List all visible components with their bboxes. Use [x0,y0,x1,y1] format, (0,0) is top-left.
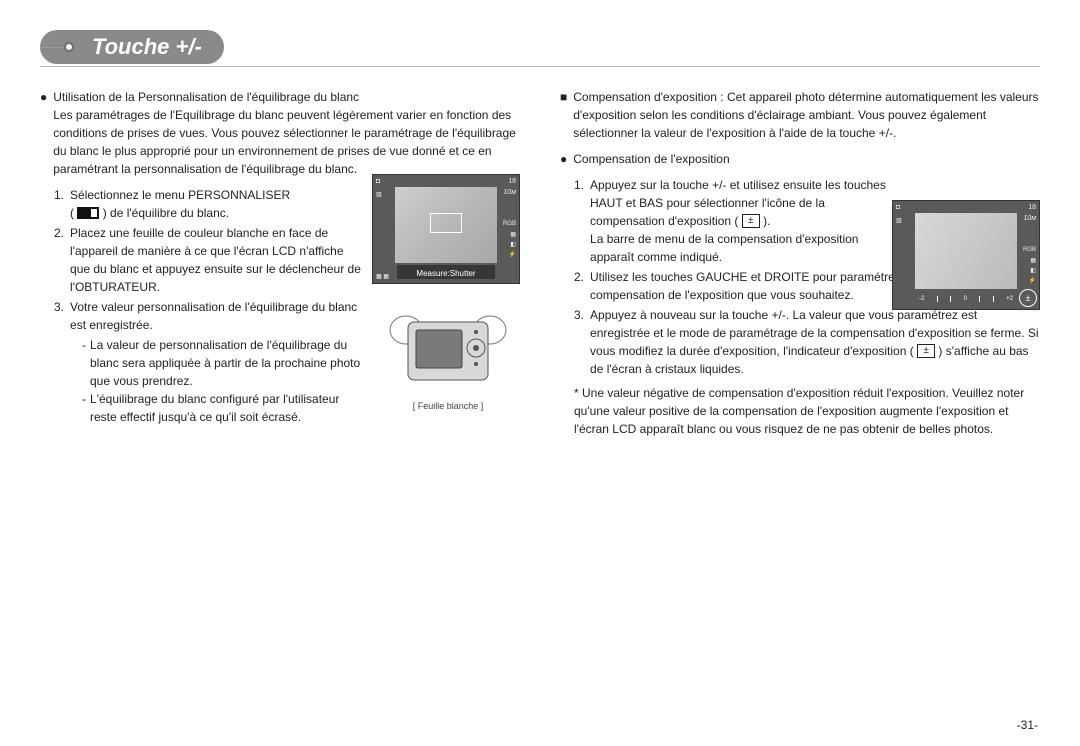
step-number: 2. [54,224,64,296]
exposure-comp-selected-icon: ± [1019,289,1037,307]
step-number: 1. [54,186,64,222]
right-sub-heading: Compensation de l'exposition [573,150,729,168]
iso-icon: ▦ [510,231,516,238]
bullet-icon: ● [40,88,47,178]
dash-icon: - [82,336,86,390]
shots-remaining: 18 [1028,204,1036,211]
right-note: * Une valeur négative de compensation d'… [574,384,1040,438]
battery-icon: ▥ [896,217,902,224]
right-step1: Appuyez sur la touche +/- et utilisez en… [590,176,890,266]
step-number: 3. [574,306,584,378]
left-intro-heading: Utilisation de la Personnalisation de l'… [53,90,359,104]
right-intro-heading: Compensation d'exposition : [573,90,723,104]
title-rule [40,66,1040,67]
title-pill: Touche +/- [40,30,224,64]
right-sub-heading-row: ● Compensation de l'exposition [560,150,1040,168]
camera-illustration-icon [388,308,508,398]
flash-icon: ⚡ [1029,277,1036,284]
camera-mode-icon: ◘ [376,178,380,185]
step-number: 2. [574,268,584,304]
wb-icon: ◧ [1030,267,1036,274]
battery-icon: ▥ [376,191,382,198]
custom-wb-icon [77,207,99,219]
exposure-comp-icon: ± [917,344,935,358]
left-column: ● Utilisation de la Personnalisation de … [40,88,520,446]
left-dash1: La valeur de personnalisation de l'équil… [90,336,364,390]
right-step3: Appuyez à nouveau sur la touche +/-. La … [590,306,1040,378]
dash-icon: - [82,390,86,426]
left-step2: Placez une feuille de couleur blanche en… [70,224,364,296]
page-title-bar: Touche +/- [40,30,1040,70]
lcd-screenshot-wb: ◘ ▥ 18 10м RGB ▦ ◧ ⚡ ▩ ▦ Measure:Shutter [372,174,520,284]
left-step3: Votre valeur personnalisation de l'équil… [70,298,364,334]
title-dot-icon [64,42,74,52]
lcd-bottom-label: Measure:Shutter [373,269,519,278]
right-column: ■ Compensation d'exposition : Cet appare… [560,88,1040,446]
wb-icon: ◧ [510,241,516,248]
left-step1: Sélectionnez le menu PERSONNALISER ( ) d… [70,186,290,222]
exposure-comp-icon: ± [742,214,760,228]
bullet-icon: ● [560,150,567,168]
diagram-caption: [ Feuille blanche ] [388,401,508,411]
step-number: 1. [574,176,584,266]
right-intro: ■ Compensation d'exposition : Cet appare… [560,88,1040,142]
rgb-indicator: RGB [1023,247,1036,253]
left-dash2: L'équilibrage du blanc configuré par l'u… [90,390,364,426]
iso-icon: ▦ [1030,257,1036,264]
camera-mode-icon: ◘ [896,204,900,211]
rgb-indicator: RGB [503,221,516,227]
exposure-scale: -2 0 +2 [919,295,1013,303]
left-intro: ● Utilisation de la Personnalisation de … [40,88,520,178]
shots-remaining: 18 [508,178,516,185]
page-number: -31- [1017,718,1038,732]
step-number: 3. [54,298,64,334]
flash-icon: ⚡ [509,251,516,258]
lcd-screenshot-exp: ◘ ▥ 18 10м RGB ▦ ◧ ⚡ -2 0 +2 ± [892,200,1040,310]
square-bullet-icon: ■ [560,88,567,142]
page-title: Touche +/- [92,34,202,60]
image-size: 10м [1023,215,1036,222]
camera-diagram: [ Feuille blanche ] [388,308,508,411]
image-size: 10м [503,189,516,196]
focus-rect-icon [430,213,462,233]
left-intro-body: Les paramétrages de l'Equilibrage du bla… [53,108,516,176]
